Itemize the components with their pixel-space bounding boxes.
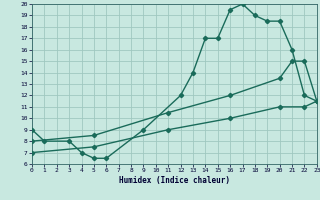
X-axis label: Humidex (Indice chaleur): Humidex (Indice chaleur) [119,176,230,185]
